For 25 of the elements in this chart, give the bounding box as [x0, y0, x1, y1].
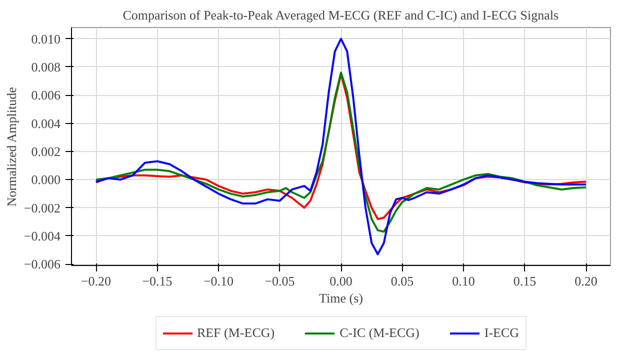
y-tick-label: −0.002 [24, 200, 61, 216]
y-axis-title: Normalized Amplitude [4, 86, 19, 207]
chart-title: Comparison of Peak-to-Peak Averaged M-ECG (REF and C-IC) and I-ECG Signals [122, 8, 559, 22]
legend-label: C-IC (M-ECG) [340, 325, 420, 341]
x-tick-label: 0.00 [330, 274, 352, 288]
y-tick-label: 0.000 [31, 172, 60, 188]
x-tick-label: −0.05 [264, 274, 295, 288]
x-tick-label: −0.10 [203, 274, 234, 288]
line-series [95, 38, 587, 256]
x-tick-label: −0.15 [142, 274, 172, 288]
y-tick-label: 0.004 [31, 116, 61, 131]
x-tick-label: 0.15 [513, 274, 536, 288]
y-tick-label: 0.010 [31, 31, 60, 46]
legend-label: REF (M-ECG) [196, 325, 275, 341]
x-tick-label: 0.10 [452, 274, 475, 288]
x-tick-label: −0.20 [80, 274, 112, 288]
y-tick-label: −0.004 [24, 228, 61, 244]
x-tick-label: 0.20 [574, 274, 598, 288]
y-tick-label: 0.006 [31, 88, 61, 103]
x-axis-title: Time (s) [319, 290, 363, 306]
y-tick-label: −0.006 [24, 256, 61, 272]
legend-label: I-ECG [484, 325, 520, 341]
y-tick-label: 0.008 [31, 59, 60, 74]
x-tick-label: 0.05 [390, 274, 414, 288]
y-tick-label: 0.002 [31, 144, 60, 159]
